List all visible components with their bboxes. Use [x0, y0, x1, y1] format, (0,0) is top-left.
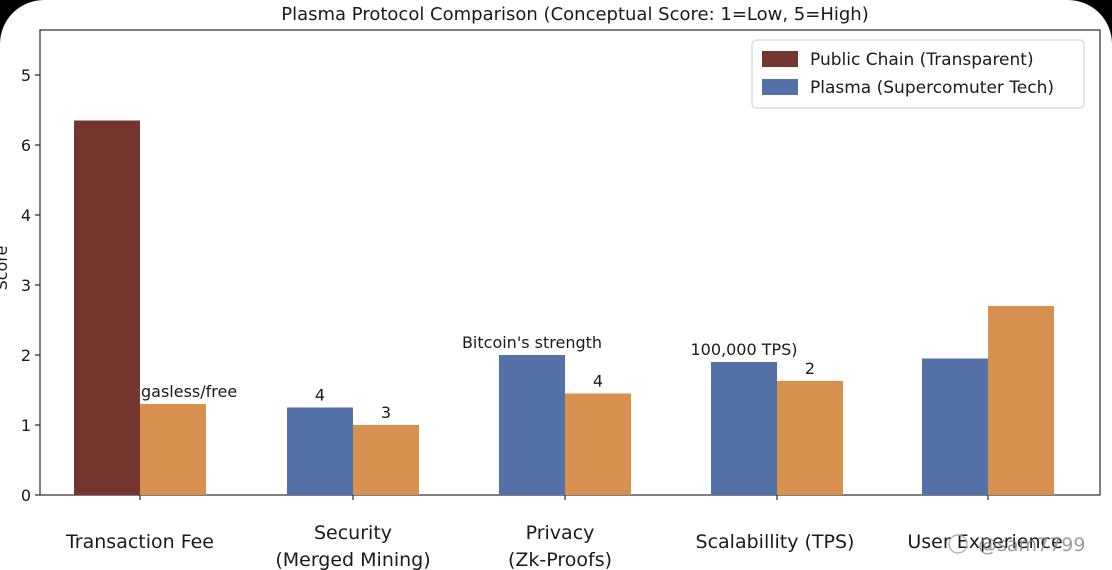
- x-axis: Transaction Fee Security (Merged Mining) Pr…: [65, 495, 1063, 570]
- bar: [565, 393, 631, 495]
- bar-annotation-label: 3: [381, 403, 391, 422]
- bar: [922, 358, 988, 495]
- bar-annotation-label: Bitcoin's strength: [462, 333, 602, 352]
- x-category-label: Scalabillity (TPS): [696, 531, 855, 553]
- legend: Public Chain (Transparent) Plasma (Superc…: [751, 39, 1085, 109]
- x-category-label: Security: [314, 522, 392, 544]
- x-category-label: (Merged Mining): [275, 549, 430, 570]
- bars: [74, 120, 1054, 495]
- watermark-logo-icon: [948, 534, 968, 554]
- bar-annotation-label: 4: [315, 386, 325, 405]
- legend-swatch: [762, 51, 798, 67]
- bar: [74, 120, 140, 495]
- legend-swatch: [762, 79, 798, 95]
- y-tick-label: 6: [21, 136, 31, 155]
- legend-label: Plasma (Supercomuter Tech): [810, 78, 1054, 98]
- bar: [140, 404, 206, 495]
- y-axis-label: Score: [0, 246, 11, 291]
- watermark: @sam7799: [948, 534, 1085, 556]
- bar: [988, 306, 1054, 495]
- y-tick-label: 4: [21, 206, 31, 225]
- bar: [353, 425, 419, 495]
- bar-annotation-label: 2: [805, 359, 815, 378]
- y-tick-label: 3: [21, 276, 31, 295]
- chart-title: Plasma Protocol Comparison (Conceptual S…: [281, 4, 868, 25]
- bar-annotation-label: 4: [593, 372, 603, 391]
- watermark-text: @sam7799: [978, 534, 1085, 556]
- legend-label: Public Chain (Transparent): [810, 50, 1034, 70]
- bar: [711, 362, 777, 495]
- y-tick-label: 2: [21, 346, 31, 365]
- x-category-label: Privacy: [526, 522, 595, 544]
- bar-annotation-label: 100,000 TPS): [690, 340, 797, 359]
- bar-annotations: gasless/free 4 3 Bitcoin's strength 4 100,000…: [141, 333, 815, 422]
- x-category-label: Transaction Fee: [65, 531, 214, 553]
- y-axis: 0 1 2 3 4 6 5: [21, 66, 40, 505]
- bar: [287, 407, 353, 495]
- bar-annotation-label: gasless/free: [141, 382, 237, 401]
- bar: [777, 380, 843, 495]
- y-tick-label: 0: [21, 486, 31, 505]
- bar: [499, 355, 565, 495]
- x-category-label: User Experience: [907, 531, 1062, 553]
- x-category-label: (Zk-Proofs): [508, 549, 612, 570]
- legend-box: [751, 39, 1085, 109]
- y-tick-label: 1: [21, 416, 31, 435]
- y-tick-label: 5: [21, 66, 31, 85]
